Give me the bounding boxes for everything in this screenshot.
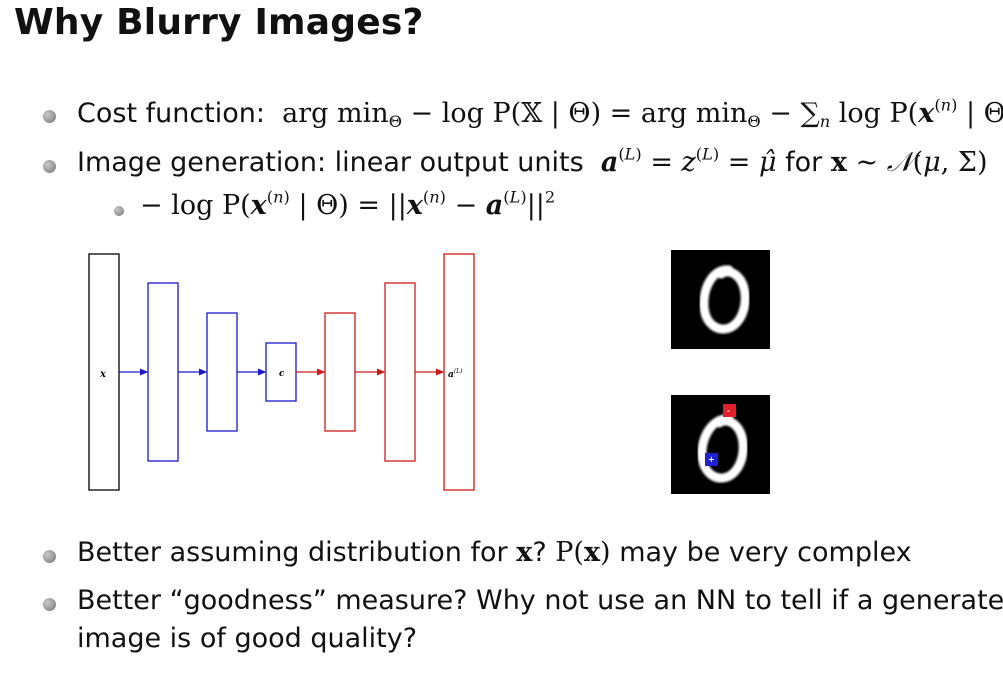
x-symbol: x (516, 537, 533, 568)
cost-equation: arg minΘ − log P(𝕏 | Θ) = arg minΘ − ∑n … (273, 95, 1003, 131)
output-layer (443, 253, 475, 491)
output-equation: a(L) = z(L) = μ̂ (600, 144, 777, 178)
bullet-text: may be very complex (619, 537, 912, 568)
encoder-layer-1 (147, 282, 179, 462)
slide-title: Why Blurry Images? (14, 2, 424, 43)
bullet-dot (43, 550, 56, 563)
bullet-label: Cost function: (77, 98, 265, 129)
autoencoder-diagram: x c a(L) (88, 253, 475, 491)
digit-zero-icon: - + (697, 404, 748, 483)
bullet-dot (43, 160, 56, 173)
digit-zero-icon (699, 265, 750, 334)
code-layer (265, 342, 297, 402)
decoder-layer-1 (324, 312, 356, 432)
svg-text:-: - (727, 406, 730, 415)
bullet-label: Image generation: linear output units (77, 147, 584, 178)
encoder-layer-2 (206, 312, 238, 432)
digit-image-original (671, 250, 770, 349)
marker-top (723, 404, 736, 417)
bullet-cost-function: Cost function: arg minΘ − log P(𝕏 | Θ) =… (77, 95, 1003, 131)
digit-image-perturbed: - + (671, 395, 770, 494)
input-layer (88, 253, 120, 491)
sub-bullet-dot (114, 206, 124, 216)
bullet-text: Better assuming distribution for (77, 537, 508, 568)
bullet-image-generation: Image generation: linear output units a(… (77, 144, 988, 179)
distribution-equation: x ∼ 𝒩(μ, Σ) (830, 147, 988, 178)
px-symbol: P(x) (555, 537, 611, 568)
sub-bullet-loss: − log P(x(n) | Θ) = ||x(n) − a(L)||2 (140, 187, 556, 221)
bullet-dot (43, 110, 56, 123)
code-label: c (279, 369, 285, 379)
bullet-goodness-line1: Better “goodness” measure? Why not use a… (77, 585, 1003, 616)
svg-text:+: + (708, 454, 715, 464)
marker-bottom (705, 453, 718, 466)
decoder-layer-2 (384, 282, 416, 462)
bullet-for: for (785, 147, 823, 178)
input-label: x (99, 369, 107, 380)
bullet-dot (43, 598, 56, 611)
bullet-goodness-line2: image is of good quality? (77, 623, 418, 654)
bullet-distribution: Better assuming distribution for x? P(x)… (77, 537, 912, 568)
